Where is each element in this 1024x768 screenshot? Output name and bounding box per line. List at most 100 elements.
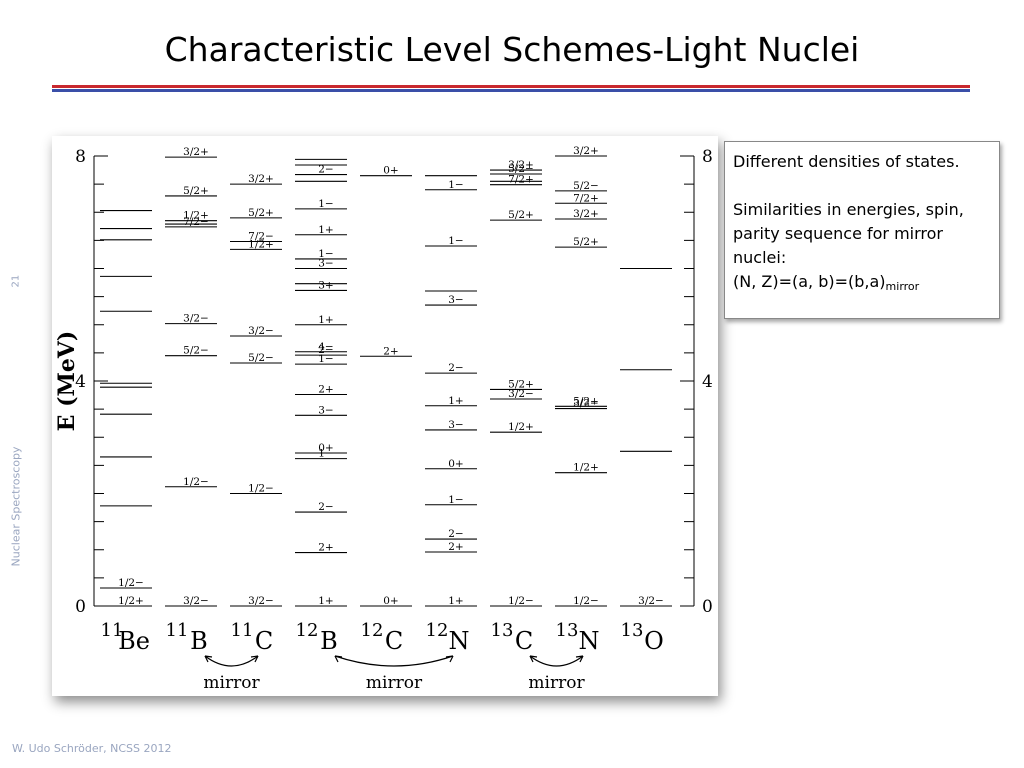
level-spin-label: 5/2+ — [573, 395, 599, 407]
level-spin-label: 3− — [318, 404, 333, 416]
level-spin-label: 5/2− — [573, 180, 599, 192]
nucleus-mass-number: 13 — [491, 620, 514, 641]
mirror-label: mirror — [528, 673, 585, 693]
nucleus-symbol: N — [449, 627, 470, 655]
side-label: Nuclear Spectroscopy — [9, 446, 23, 567]
level-spin-label: 2− — [448, 362, 463, 374]
mirror-arc — [204, 655, 259, 667]
level-spin-label: 3+ — [318, 279, 333, 291]
mirror-arrow-left — [334, 655, 343, 663]
level-spin-label: 3/2+ — [573, 208, 599, 220]
level-spin-label: 1− — [318, 448, 333, 460]
title-rule-red — [52, 85, 970, 88]
level-spin-label: 3/2− — [508, 388, 534, 400]
mirror-arrow-left — [204, 655, 213, 663]
nucleus-symbol: B — [190, 627, 208, 655]
level-spin-label: 3/2− — [638, 595, 664, 607]
y-axis-label: E (MeV) — [54, 331, 80, 432]
left-tick-label: 4 — [75, 372, 86, 392]
level-spin-label: 5/2− — [508, 163, 534, 175]
level-spin-label: 3/2+ — [508, 159, 534, 171]
level-spin-label: 1− — [448, 494, 463, 506]
level-spin-label: 3/2+ — [573, 145, 599, 157]
mirror-arc — [529, 655, 584, 667]
nucleus-symbol: O — [644, 627, 664, 655]
right-tick-label: 4 — [702, 372, 713, 392]
note-mirror-formula: (N, Z)=(a, b)=(b,a) — [733, 272, 886, 291]
level-spin-label: 3/2+ — [248, 173, 274, 185]
mirror-label: mirror — [203, 673, 260, 693]
right-tick-label: 0 — [702, 597, 713, 617]
level-spin-label: 5/2+ — [508, 378, 534, 390]
level-spin-label: 2+ — [448, 541, 463, 553]
note-box: Different densities of states. Similarit… — [724, 141, 1000, 319]
nucleus-mass-number: 11 — [101, 620, 124, 641]
nucleus-symbol: B — [320, 627, 338, 655]
level-spin-label: 2− — [318, 501, 333, 513]
level-spin-label: 7/2+ — [508, 174, 534, 186]
level-spin-label: 2+ — [318, 384, 333, 396]
level-spin-label: 1− — [318, 353, 333, 365]
level-spin-label: 1− — [318, 248, 333, 260]
level-spin-label: 1+ — [448, 395, 463, 407]
nucleus-mass-number: 12 — [361, 620, 384, 641]
mirror-arrow-right — [575, 655, 584, 663]
left-tick-label: 0 — [75, 597, 86, 617]
level-spin-label: 0+ — [318, 442, 333, 454]
mirror-arrow-right — [445, 655, 454, 663]
nucleus-mass-number: 13 — [556, 620, 579, 641]
nucleus-mass-number: 11 — [231, 620, 254, 641]
footer-credit: W. Udo Schröder, NCSS 2012 — [12, 742, 172, 755]
slide-number: 21 — [10, 274, 22, 288]
mirror-arrow-right — [250, 655, 259, 663]
level-spin-label: 2+ — [318, 542, 333, 554]
level-spin-label: 1− — [448, 179, 463, 191]
title-rule-blue — [52, 89, 970, 92]
level-spin-label: 1+ — [448, 595, 463, 607]
mirror-label: mirror — [366, 673, 423, 693]
note-mirror-relation: (N, Z)=(a, b)=(b,a)mirror — [733, 270, 991, 299]
slide-title: Characteristic Level Schemes-Light Nucle… — [164, 30, 860, 69]
nucleus-mass-number: 12 — [426, 620, 449, 641]
level-spin-label: 3− — [318, 258, 333, 270]
nucleus-symbol: C — [515, 627, 533, 655]
level-spin-label: 1/2− — [573, 595, 599, 607]
level-spin-label: 1/2− — [508, 595, 534, 607]
level-spin-label: 3/2− — [183, 313, 209, 325]
level-spin-label: 1+ — [318, 224, 333, 236]
level-spin-label: 3− — [448, 419, 463, 431]
note-mirror-subscript: mirror — [885, 280, 920, 293]
mirror-arrow-left — [529, 655, 538, 663]
level-spin-label: 4− — [318, 341, 333, 353]
level-spin-label: 2+ — [383, 345, 398, 357]
level-spin-label: 1− — [318, 198, 333, 210]
level-spin-label: 1− — [448, 235, 463, 247]
level-spin-label: 0+ — [383, 595, 398, 607]
level-spin-label: 3/2− — [183, 595, 209, 607]
level-spin-label: 5/2+ — [248, 207, 274, 219]
level-spin-label: 5/2+ — [508, 209, 534, 221]
level-spin-label: 5/2− — [248, 352, 274, 364]
level-spin-label: 5/2+ — [573, 236, 599, 248]
level-spin-label: 3/2− — [248, 325, 274, 337]
level-spin-label: 1/2− — [183, 476, 209, 488]
nucleus-symbol: Be — [118, 627, 150, 655]
level-spin-label: 1+ — [318, 595, 333, 607]
level-spin-label: 5/2− — [183, 345, 209, 357]
nucleus-mass-number: 11 — [166, 620, 189, 641]
level-spin-label: 2− — [318, 344, 333, 356]
mirror-arc — [334, 655, 454, 667]
level-spin-label: 2− — [318, 164, 333, 176]
level-spin-label: 1/2+ — [118, 595, 144, 607]
nucleus-mass-number: 13 — [621, 620, 644, 641]
level-spin-label: 1/2+ — [573, 462, 599, 474]
note-densities: Different densities of states. — [733, 152, 960, 171]
level-spin-label: 1/2− — [248, 483, 274, 495]
level-spin-label: 7/2− — [183, 216, 209, 228]
level-spin-label: 3/2+ — [183, 146, 209, 158]
level-spin-label: 7/2+ — [573, 192, 599, 204]
nucleus-symbol: N — [579, 627, 600, 655]
level-spin-label: 0+ — [448, 458, 463, 470]
level-spin-label: 1/2− — [118, 577, 144, 589]
